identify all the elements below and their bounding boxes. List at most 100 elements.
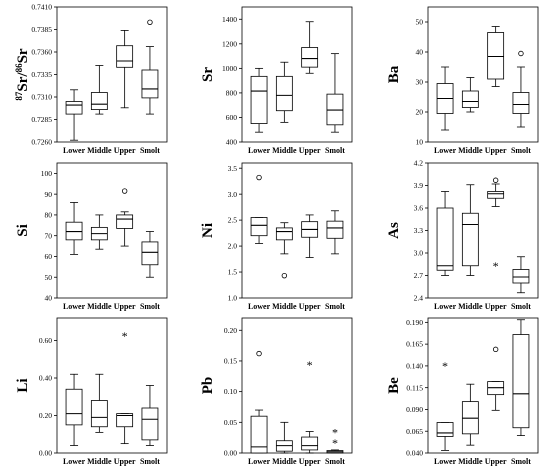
box-lower (250, 174, 268, 244)
y-tick-label: 0.00 (224, 449, 237, 458)
y-tick-label: 0.7360 (31, 48, 52, 57)
box-smolt (141, 231, 159, 278)
iqr-box (275, 75, 293, 112)
box-smolt: ** (326, 426, 344, 454)
iqr-box (65, 388, 83, 426)
box-lower (250, 67, 268, 133)
x-category-label: Lower (434, 146, 457, 155)
box-smolt (512, 50, 530, 128)
outlier-point (121, 188, 128, 194)
panel-ni: 1.0 1.5 2.0 2.5 3.0 3.5 Lower Middle Upper Smolt N… (200, 162, 353, 311)
y-tick-label: 1000 (222, 64, 237, 73)
outlier-point (518, 50, 524, 57)
iqr-box (301, 47, 319, 68)
y-tick-label: 4.2 (414, 159, 424, 168)
box-middle (275, 61, 293, 123)
iqr-box (301, 436, 319, 451)
y-axis-label: As (386, 222, 402, 239)
extreme-point: * (332, 436, 338, 450)
box-smolt (512, 319, 530, 436)
y-tick-label: 40 (45, 294, 53, 303)
box-upper (301, 214, 319, 258)
iqr-box (250, 415, 268, 454)
y-tick-label: 100 (41, 169, 53, 178)
x-category-label: Smolt (511, 146, 531, 155)
y-tick-label: 10 (416, 138, 424, 147)
plot-frame (241, 6, 353, 143)
y-tick-label: 1.5 (228, 268, 238, 277)
box-upper (487, 346, 505, 411)
y-tick-label: 3.0 (228, 190, 238, 199)
iqr-box (275, 227, 293, 241)
x-category-label: Upper (485, 457, 507, 466)
box-middle (90, 214, 108, 250)
box-middle (275, 421, 293, 454)
y-tick-label: 0.190 (406, 318, 423, 327)
plot-frame (427, 317, 539, 454)
extreme-point: * (332, 426, 338, 440)
box-upper (116, 188, 134, 247)
y-tick-label: 3.5 (228, 164, 238, 173)
x-category-label: Smolt (140, 457, 160, 466)
y-tick-label: 0.7385 (31, 25, 52, 34)
y-tick-label: 70 (45, 231, 53, 240)
y-tick-label: 80 (45, 211, 53, 220)
box-middle (461, 77, 479, 113)
y-tick-label: 2.0 (228, 242, 238, 251)
y-tick-label: 600 (226, 113, 238, 122)
box-middle (461, 184, 479, 276)
iqr-box (90, 92, 108, 111)
iqr-box (65, 101, 83, 115)
iqr-box (141, 69, 159, 99)
y-axis-label: Ni (200, 223, 216, 238)
y-tick-label: 1.0 (228, 294, 238, 303)
x-category-label: Upper (299, 302, 321, 311)
x-category-label: Middle (458, 457, 483, 466)
iqr-box (141, 407, 159, 441)
y-tick-label: 0.140 (406, 362, 423, 371)
iqr-box (90, 400, 108, 428)
box-lower (436, 191, 454, 276)
x-category-label: Middle (458, 302, 483, 311)
y-tick-label: 30 (416, 78, 424, 87)
y-tick-label: 0.05 (224, 418, 237, 427)
box-lower (436, 66, 454, 131)
box-upper (301, 21, 319, 74)
y-tick-label: 2.5 (228, 216, 238, 225)
x-category-label: Lower (248, 302, 271, 311)
x-category-label: Smolt (325, 302, 345, 311)
plot-frame (56, 162, 168, 299)
x-category-label: Lower (434, 457, 457, 466)
y-tick-label: 90 (45, 190, 53, 199)
box-lower (65, 202, 83, 255)
y-tick-label: 1200 (222, 39, 237, 48)
y-tick-label: 50 (45, 273, 53, 282)
y-tick-label: 0.7310 (31, 93, 52, 102)
y-tick-label: 0.00 (39, 449, 52, 458)
iqr-box (326, 220, 344, 239)
box-upper: * (116, 329, 134, 445)
iqr-box (116, 413, 134, 428)
iqr-box (512, 92, 530, 114)
iqr-box (512, 269, 530, 284)
x-category-label: Lower (248, 146, 271, 155)
x-category-label: Middle (272, 302, 297, 311)
x-category-label: Upper (485, 302, 507, 311)
box-lower: * (436, 359, 454, 451)
x-category-label: Middle (458, 146, 483, 155)
box-middle (90, 373, 108, 433)
x-category-label: Middle (272, 146, 297, 155)
box-smolt (141, 385, 159, 446)
y-tick-label: 0.040 (406, 449, 423, 458)
outlier-point (256, 174, 262, 181)
panel-87sr-86sr: 0.7260 0.7285 0.7310 0.7335 0.7360 0.7385 0.74… (14, 3, 168, 155)
box-middle (90, 65, 108, 115)
y-tick-label: 0.7260 (31, 138, 52, 147)
y-tick-label: 60 (45, 252, 53, 261)
y-axis-label: Li (15, 378, 31, 392)
box-smolt (326, 210, 344, 255)
box-middle (461, 383, 479, 446)
box-upper: * (487, 177, 505, 273)
y-axis-label: Pb (200, 377, 216, 395)
y-tick-label: 400 (226, 138, 238, 147)
